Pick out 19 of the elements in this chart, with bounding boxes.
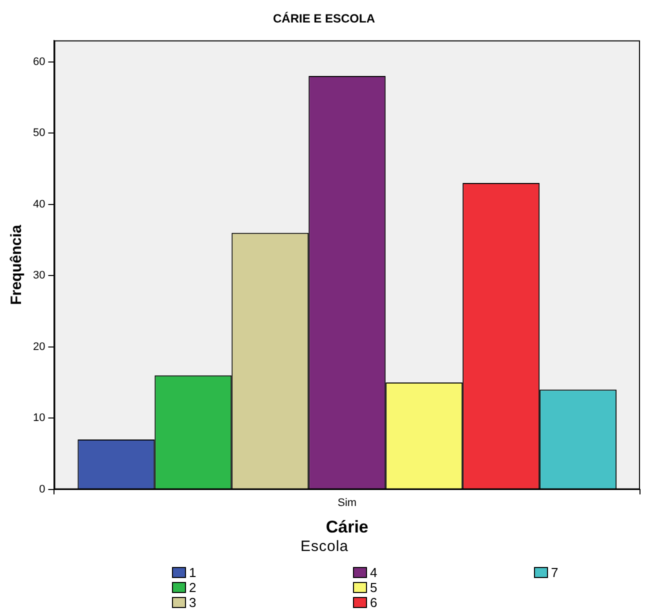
legend-label: 6: [370, 595, 378, 610]
legend-label: 3: [189, 595, 196, 610]
y-tick-label: 20: [32, 340, 46, 353]
y-axis-title: Frequência: [8, 224, 26, 305]
x-axis-title: Cárie: [326, 517, 368, 536]
y-tick-label: 30: [32, 270, 46, 282]
x-tick-label: Sim: [338, 497, 357, 510]
legend-label: 1: [189, 565, 196, 580]
y-tick-label: 40: [32, 198, 46, 210]
legend-title: Escola: [299, 538, 350, 555]
legend-label: 5: [370, 580, 378, 595]
legend-label: 2: [189, 580, 196, 595]
y-tick-label: 50: [32, 127, 46, 140]
y-tick-label: 0: [39, 483, 46, 496]
chart-title: CÁRIE E ESCOLA: [272, 12, 376, 26]
legend-label: 4: [370, 565, 378, 580]
y-tick-label: 60: [32, 56, 46, 68]
legend-label: 7: [551, 565, 558, 580]
y-tick-label: 10: [32, 412, 46, 424]
